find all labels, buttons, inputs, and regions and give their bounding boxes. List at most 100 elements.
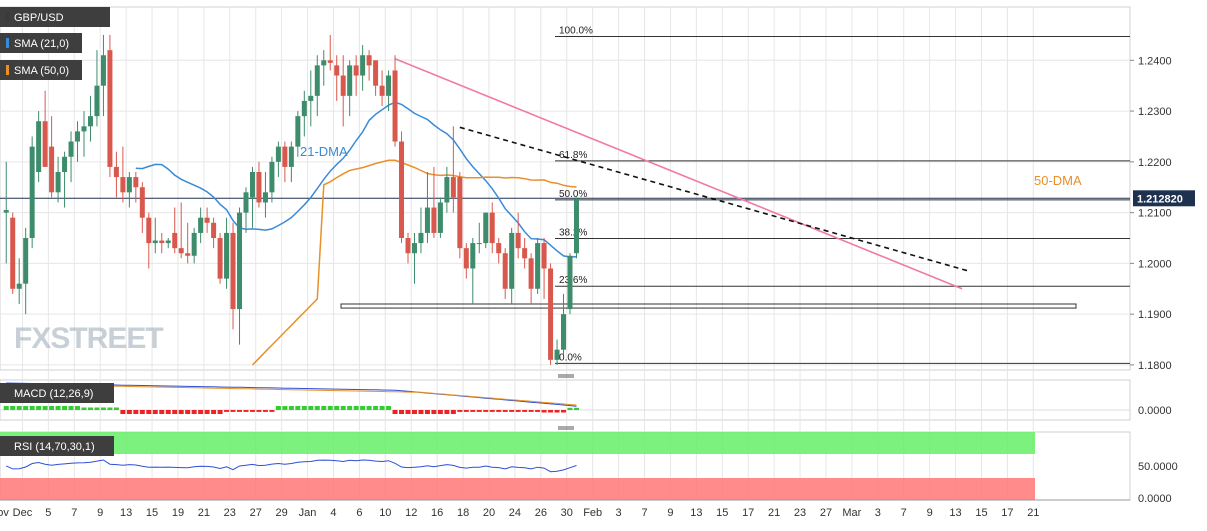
candle-body	[133, 177, 139, 188]
sma50-line	[251, 159, 577, 366]
x-tick-label: 3	[616, 507, 622, 519]
candle-body	[81, 126, 87, 132]
legend-box	[0, 33, 82, 53]
price-tick-label: 1.2100	[1138, 208, 1172, 220]
candle-body	[340, 75, 346, 96]
price-tick-label: 1.2000	[1138, 258, 1172, 270]
descending-trendline	[394, 58, 963, 290]
candle-body	[321, 60, 327, 66]
rsi-tick-label-50: 50.0000	[1138, 461, 1178, 473]
macd-legend-box	[0, 383, 114, 403]
macd-hist-bar	[483, 410, 489, 412]
macd-hist-bar	[49, 406, 55, 410]
x-tick-label: 24	[509, 507, 521, 519]
macd-hist-bar	[120, 410, 126, 414]
macd-tick-label: 0.0000	[1138, 405, 1172, 417]
fib-level-label: 100.0%	[559, 25, 593, 36]
macd-hist-bar	[360, 406, 366, 410]
candle-body	[528, 258, 534, 289]
macd-hist-bar	[392, 410, 398, 414]
x-tick-label: 27	[250, 507, 262, 519]
macd-hist-bar	[126, 410, 132, 414]
macd-hist-bar	[548, 410, 554, 413]
macd-hist-bar	[476, 410, 482, 412]
x-tick-label: 7	[71, 507, 77, 519]
macd-hist-bar	[3, 406, 9, 410]
rsi-panel: 50.0000 0.0000	[0, 432, 1178, 505]
current-price-tag	[1133, 190, 1195, 207]
macd-hist-bar	[379, 406, 385, 410]
macd-hist-bar	[554, 410, 560, 413]
macd-hist-bar	[94, 407, 100, 410]
macd-hist-bar	[62, 406, 68, 410]
legend-label: SMA (50,0)	[14, 65, 69, 77]
macd-hist-bar	[146, 410, 152, 414]
support-zone	[340, 303, 1077, 309]
macd-hist-bar	[178, 410, 184, 414]
rsi-legend-box	[0, 436, 114, 456]
macd-hist-bar	[327, 406, 333, 410]
candle-body	[373, 60, 379, 86]
macd-hist-bar	[262, 410, 268, 412]
rsi-legend-label: RSI (14,70,30,1)	[14, 441, 95, 453]
candle-body	[49, 146, 55, 193]
candle-body	[16, 283, 22, 289]
candle-body	[55, 172, 61, 193]
candle-body	[113, 166, 119, 178]
x-tick-label: 13	[120, 507, 132, 519]
candle-body	[191, 232, 197, 256]
macd-hist-bar	[308, 406, 314, 410]
candle-body	[483, 212, 489, 244]
candle-body	[522, 248, 528, 259]
x-tick-label: 23	[224, 507, 236, 519]
macd-hist-bar	[204, 410, 210, 414]
rsi-overbought-band	[0, 432, 1035, 454]
candle-body	[178, 248, 184, 254]
macd-hist-bar	[113, 407, 119, 410]
candle-body	[165, 240, 171, 244]
fib-level-label: 38.2%	[559, 228, 587, 239]
macd-hist-bar	[567, 407, 573, 410]
candle-body	[185, 253, 191, 256]
x-tick-label: 9	[927, 507, 933, 519]
macd-hist-bar	[256, 410, 262, 412]
x-tick-label: Mar	[842, 507, 861, 519]
x-tick-label: 21	[1027, 507, 1039, 519]
macd-hist-bar	[535, 410, 541, 412]
candle-body	[230, 232, 236, 310]
candle-body	[295, 116, 301, 147]
grid	[0, 6, 1131, 501]
macd-hist-bar	[528, 410, 534, 412]
price-panel-frame	[0, 6, 1131, 371]
candle-body	[211, 222, 217, 238]
rsi-oversold-band	[0, 478, 1035, 500]
legend-label: GBP/USD	[14, 12, 64, 24]
macd-legend-label: MACD (12,26,9)	[14, 388, 93, 400]
x-tick-label: 20	[483, 507, 495, 519]
macd-hist-bar	[373, 406, 379, 410]
fib-level-label: 23.6%	[559, 275, 587, 286]
x-tick-label: 13	[949, 507, 961, 519]
candle-body	[327, 60, 333, 63]
x-tick-label: 26	[535, 507, 547, 519]
price-tick-label: 1.1800	[1138, 360, 1172, 372]
macd-hist-bar	[269, 410, 275, 412]
candle-body	[502, 253, 508, 289]
price-tick-label: 1.2300	[1138, 106, 1172, 118]
candle-body	[288, 146, 294, 167]
macd-hist-bar	[366, 406, 372, 410]
x-tick-label: 30	[561, 507, 573, 519]
macd-panel-frame	[0, 379, 1131, 421]
dashed-trendline	[459, 126, 969, 272]
x-tick-label: 21	[768, 507, 780, 519]
macd-hist-bar	[411, 410, 417, 414]
candle-body	[262, 192, 268, 203]
macd-hist-bar	[185, 410, 191, 414]
candle-body	[282, 146, 288, 167]
candle-body	[10, 217, 16, 289]
candle-body	[489, 212, 495, 244]
candle-body	[146, 217, 152, 244]
macd-hist-bar	[489, 410, 495, 412]
candle-body	[204, 217, 210, 223]
